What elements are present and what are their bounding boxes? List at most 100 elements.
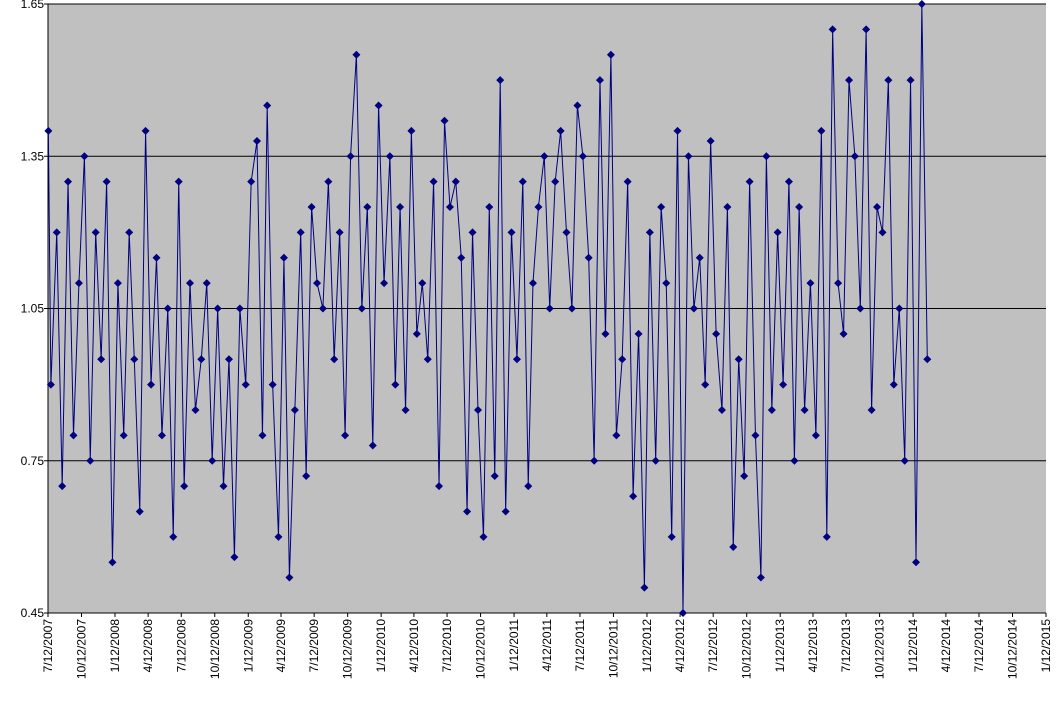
marker [745,177,754,186]
marker [751,431,760,440]
marker [135,507,144,516]
marker [474,406,483,414]
x-tick-label: 7/12/2007 [41,619,55,673]
marker [678,609,687,617]
marker [407,126,416,135]
marker [302,471,311,480]
marker [97,355,106,364]
marker [717,406,726,414]
marker [391,380,400,389]
x-tick-label: 7/12/2010 [440,619,454,673]
marker [573,101,582,110]
marker [867,406,876,414]
marker [451,177,460,186]
series-line [47,3,928,614]
marker [368,441,377,450]
y-tick-label: 1.65 [21,0,45,11]
marker [412,329,421,338]
marker [540,152,549,161]
marker [374,101,383,110]
marker [174,177,183,186]
marker [740,471,749,480]
marker [878,228,887,237]
marker [313,279,322,288]
marker [528,279,537,288]
x-tick-label: 10/12/2012 [740,619,754,679]
marker [335,228,344,237]
marker [247,177,256,186]
marker [352,50,361,59]
marker [756,573,765,582]
marker [784,177,793,186]
marker [657,203,666,211]
y-tick-label: 1.05 [21,302,45,316]
x-tick-label: 10/12/2009 [341,619,355,679]
marker [64,177,73,186]
marker [889,380,898,389]
marker [900,456,909,465]
marker [202,279,211,288]
marker [584,253,593,262]
marker [834,279,843,288]
marker [545,304,554,313]
marker [507,228,516,237]
x-tick-label: 4/12/2011 [540,619,554,672]
marker [800,406,809,414]
marker [667,532,676,541]
marker [80,152,89,161]
x-tick-label: 1/12/2009 [241,619,255,673]
marker [706,137,715,146]
marker [130,355,139,364]
marker [119,431,128,440]
x-tick-label: 10/12/2007 [74,619,88,679]
marker [263,101,272,110]
marker [445,203,454,211]
x-tick-label: 10/12/2013 [873,619,887,679]
marker [606,50,615,59]
marker [274,532,283,541]
marker [219,482,228,491]
marker [562,228,571,237]
marker [767,406,776,414]
marker [141,126,150,135]
marker [734,355,743,364]
x-tick-label: 1/12/2015 [1039,619,1053,673]
marker [401,406,410,414]
x-tick-label: 7/12/2012 [706,619,720,673]
marker [324,177,333,186]
marker [279,253,288,262]
marker [917,0,926,8]
marker [923,355,932,364]
marker [208,456,217,465]
marker [52,228,61,237]
y-tick-label: 1.35 [21,149,45,163]
marker [806,279,815,288]
x-tick-label: 1/12/2014 [906,619,920,673]
marker [285,573,294,582]
marker [385,152,394,161]
marker [640,583,649,592]
marker [779,380,788,389]
marker [363,203,372,211]
x-tick-label: 7/12/2013 [839,619,853,673]
marker [435,482,444,491]
marker [69,431,78,440]
marker [418,279,427,288]
x-tick-label: 10/12/2010 [474,619,488,679]
marker [811,431,820,440]
marker [429,177,438,186]
x-tick-label: 4/12/2014 [939,619,953,673]
marker [512,355,521,364]
x-tick-label: 4/12/2013 [806,619,820,673]
marker [601,329,610,338]
marker [501,507,510,516]
marker [828,25,837,34]
marker [689,304,698,313]
x-tick-label: 10/12/2011 [606,619,620,678]
marker [623,177,632,186]
x-tick-label: 1/12/2008 [108,619,122,673]
marker [86,456,95,465]
marker [58,482,67,491]
x-tick-label: 7/12/2014 [972,619,986,673]
marker [673,126,682,135]
